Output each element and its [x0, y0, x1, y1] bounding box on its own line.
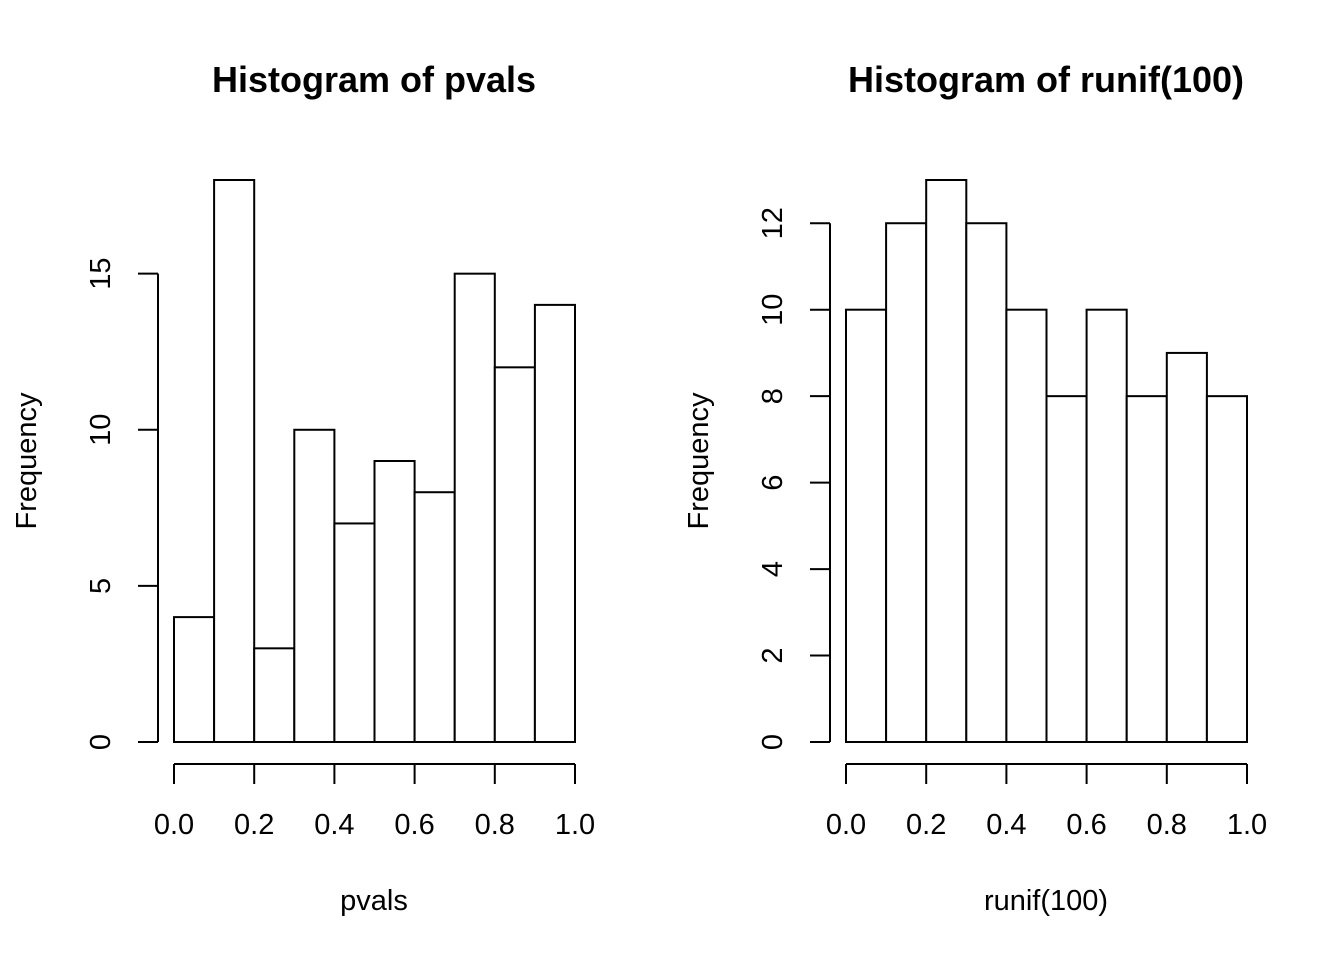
histogram-bar — [1005, 308, 1048, 743]
y-tick-label: 5 — [85, 578, 117, 594]
bars — [845, 179, 1249, 743]
histogram-bar — [1165, 351, 1208, 743]
chart-title: Histogram of runif(100) — [848, 59, 1244, 100]
y-axis: 0 2 4 6 8 10 12 — [757, 207, 831, 750]
x-tick-label: 0.2 — [234, 809, 274, 841]
histogram-bar — [293, 428, 336, 743]
chart-title: Histogram of pvals — [212, 59, 536, 100]
x-tick-label: 1.0 — [555, 809, 595, 841]
x-axis-label: runif(100) — [984, 885, 1108, 917]
x-tick-label: 0.4 — [986, 809, 1026, 841]
histogram-bar — [253, 647, 296, 743]
y-tick-label: 15 — [85, 258, 117, 290]
x-tick-label: 0.0 — [154, 809, 194, 841]
x-tick-label: 0.6 — [1066, 809, 1106, 841]
histogram-bar — [213, 179, 256, 743]
y-tick-label: 10 — [757, 294, 789, 326]
x-tick-label: 0.4 — [314, 809, 354, 841]
histogram-bar — [373, 460, 416, 743]
bars — [173, 179, 577, 744]
x-tick-label: 0.2 — [906, 809, 946, 841]
histogram-bar — [1125, 395, 1168, 743]
histogram-bar — [493, 366, 536, 743]
y-axis-label: Frequency — [11, 392, 43, 530]
x-tick-label: 0.8 — [1147, 809, 1187, 841]
y-tick-label: 0 — [757, 734, 789, 750]
histogram-bar — [173, 616, 216, 743]
histogram-bar — [845, 308, 888, 743]
panel-runif: Histogram of runif(100) runif(100) Frequ… — [683, 59, 1267, 917]
y-tick-label: 4 — [757, 561, 789, 577]
histogram-bar — [333, 522, 376, 744]
histogram-bar — [965, 222, 1008, 743]
y-tick-label: 2 — [757, 647, 789, 663]
panel-pvals: Histogram of pvals pvals Frequency 0.0 0.… — [11, 59, 595, 917]
histogram-bar — [885, 222, 928, 743]
x-axis: 0.0 0.2 0.4 0.6 0.8 1.0 — [154, 763, 595, 841]
histogram-bar — [453, 272, 496, 743]
histogram-bar — [533, 303, 577, 743]
x-axis-label: pvals — [340, 885, 408, 917]
x-tick-label: 0.6 — [394, 809, 434, 841]
y-tick-label: 8 — [757, 388, 789, 404]
x-tick-label: 0.8 — [475, 809, 515, 841]
y-tick-label: 10 — [85, 414, 117, 446]
y-tick-label: 6 — [757, 475, 789, 491]
y-tick-label: 12 — [757, 207, 789, 239]
histogram-bar — [925, 179, 968, 743]
x-tick-label: 0.0 — [826, 809, 866, 841]
histogram-bar — [1085, 308, 1128, 743]
y-axis: 0 5 10 15 — [85, 258, 159, 750]
histogram-bar — [1045, 395, 1088, 743]
histogram-bar — [1205, 395, 1249, 743]
y-tick-label: 0 — [85, 734, 117, 750]
y-axis-label: Frequency — [683, 392, 715, 530]
histogram-bar — [413, 491, 456, 743]
x-tick-label: 1.0 — [1227, 809, 1267, 841]
x-axis: 0.0 0.2 0.4 0.6 0.8 1.0 — [826, 763, 1267, 841]
